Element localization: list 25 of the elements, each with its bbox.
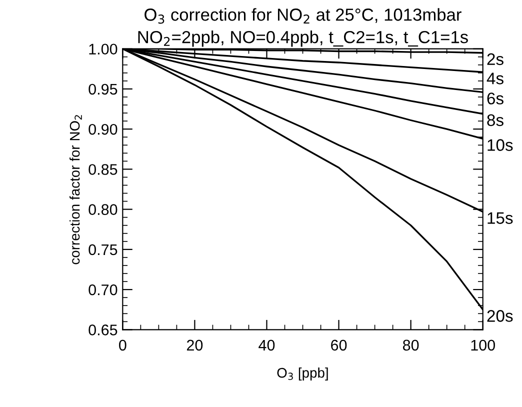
y-tick-label: 0.95	[88, 84, 118, 95]
y-tick-label: 1.00	[89, 44, 118, 55]
legend-label: 8s	[487, 114, 504, 126]
y-tick-label: 0.70	[88, 284, 118, 296]
legend-label: 15s	[488, 212, 513, 224]
x-tick-label: 100	[471, 340, 495, 351]
legend-label: 6s	[487, 92, 504, 104]
y-tick-label: 0.75	[88, 244, 118, 256]
legend-label: 4s	[486, 72, 504, 84]
legend-label: 10s	[488, 139, 513, 151]
x-axis-title: O$_{3}$ [ppb]	[277, 368, 328, 380]
chart-subtitle: NO$_{2}$=2ppb, NO=0.4ppb, t_C2=1s, t_C1=1s	[138, 30, 468, 47]
legend-label: 20s	[487, 310, 513, 322]
y-tick-label: 0.80	[88, 204, 118, 215]
x-tick-label: 60	[331, 340, 347, 351]
legend-label: 2s	[487, 53, 504, 66]
y-tick-label: 0.90	[88, 124, 118, 135]
x-tick-label: 0	[119, 340, 126, 351]
x-tick-label: 20	[186, 340, 203, 351]
chart-title: O$_{3}$ correction for NO$_{2}$ at 25°C, 1013mbar	[144, 8, 462, 24]
x-tick-label: 40	[258, 340, 275, 351]
y-tick-label: 0.85	[88, 164, 118, 175]
y-tick-label: 0.65	[88, 324, 118, 336]
x-tick-label: 80	[402, 340, 419, 351]
y-axis-title: correction factor for NO$_{2}$	[70, 115, 82, 264]
